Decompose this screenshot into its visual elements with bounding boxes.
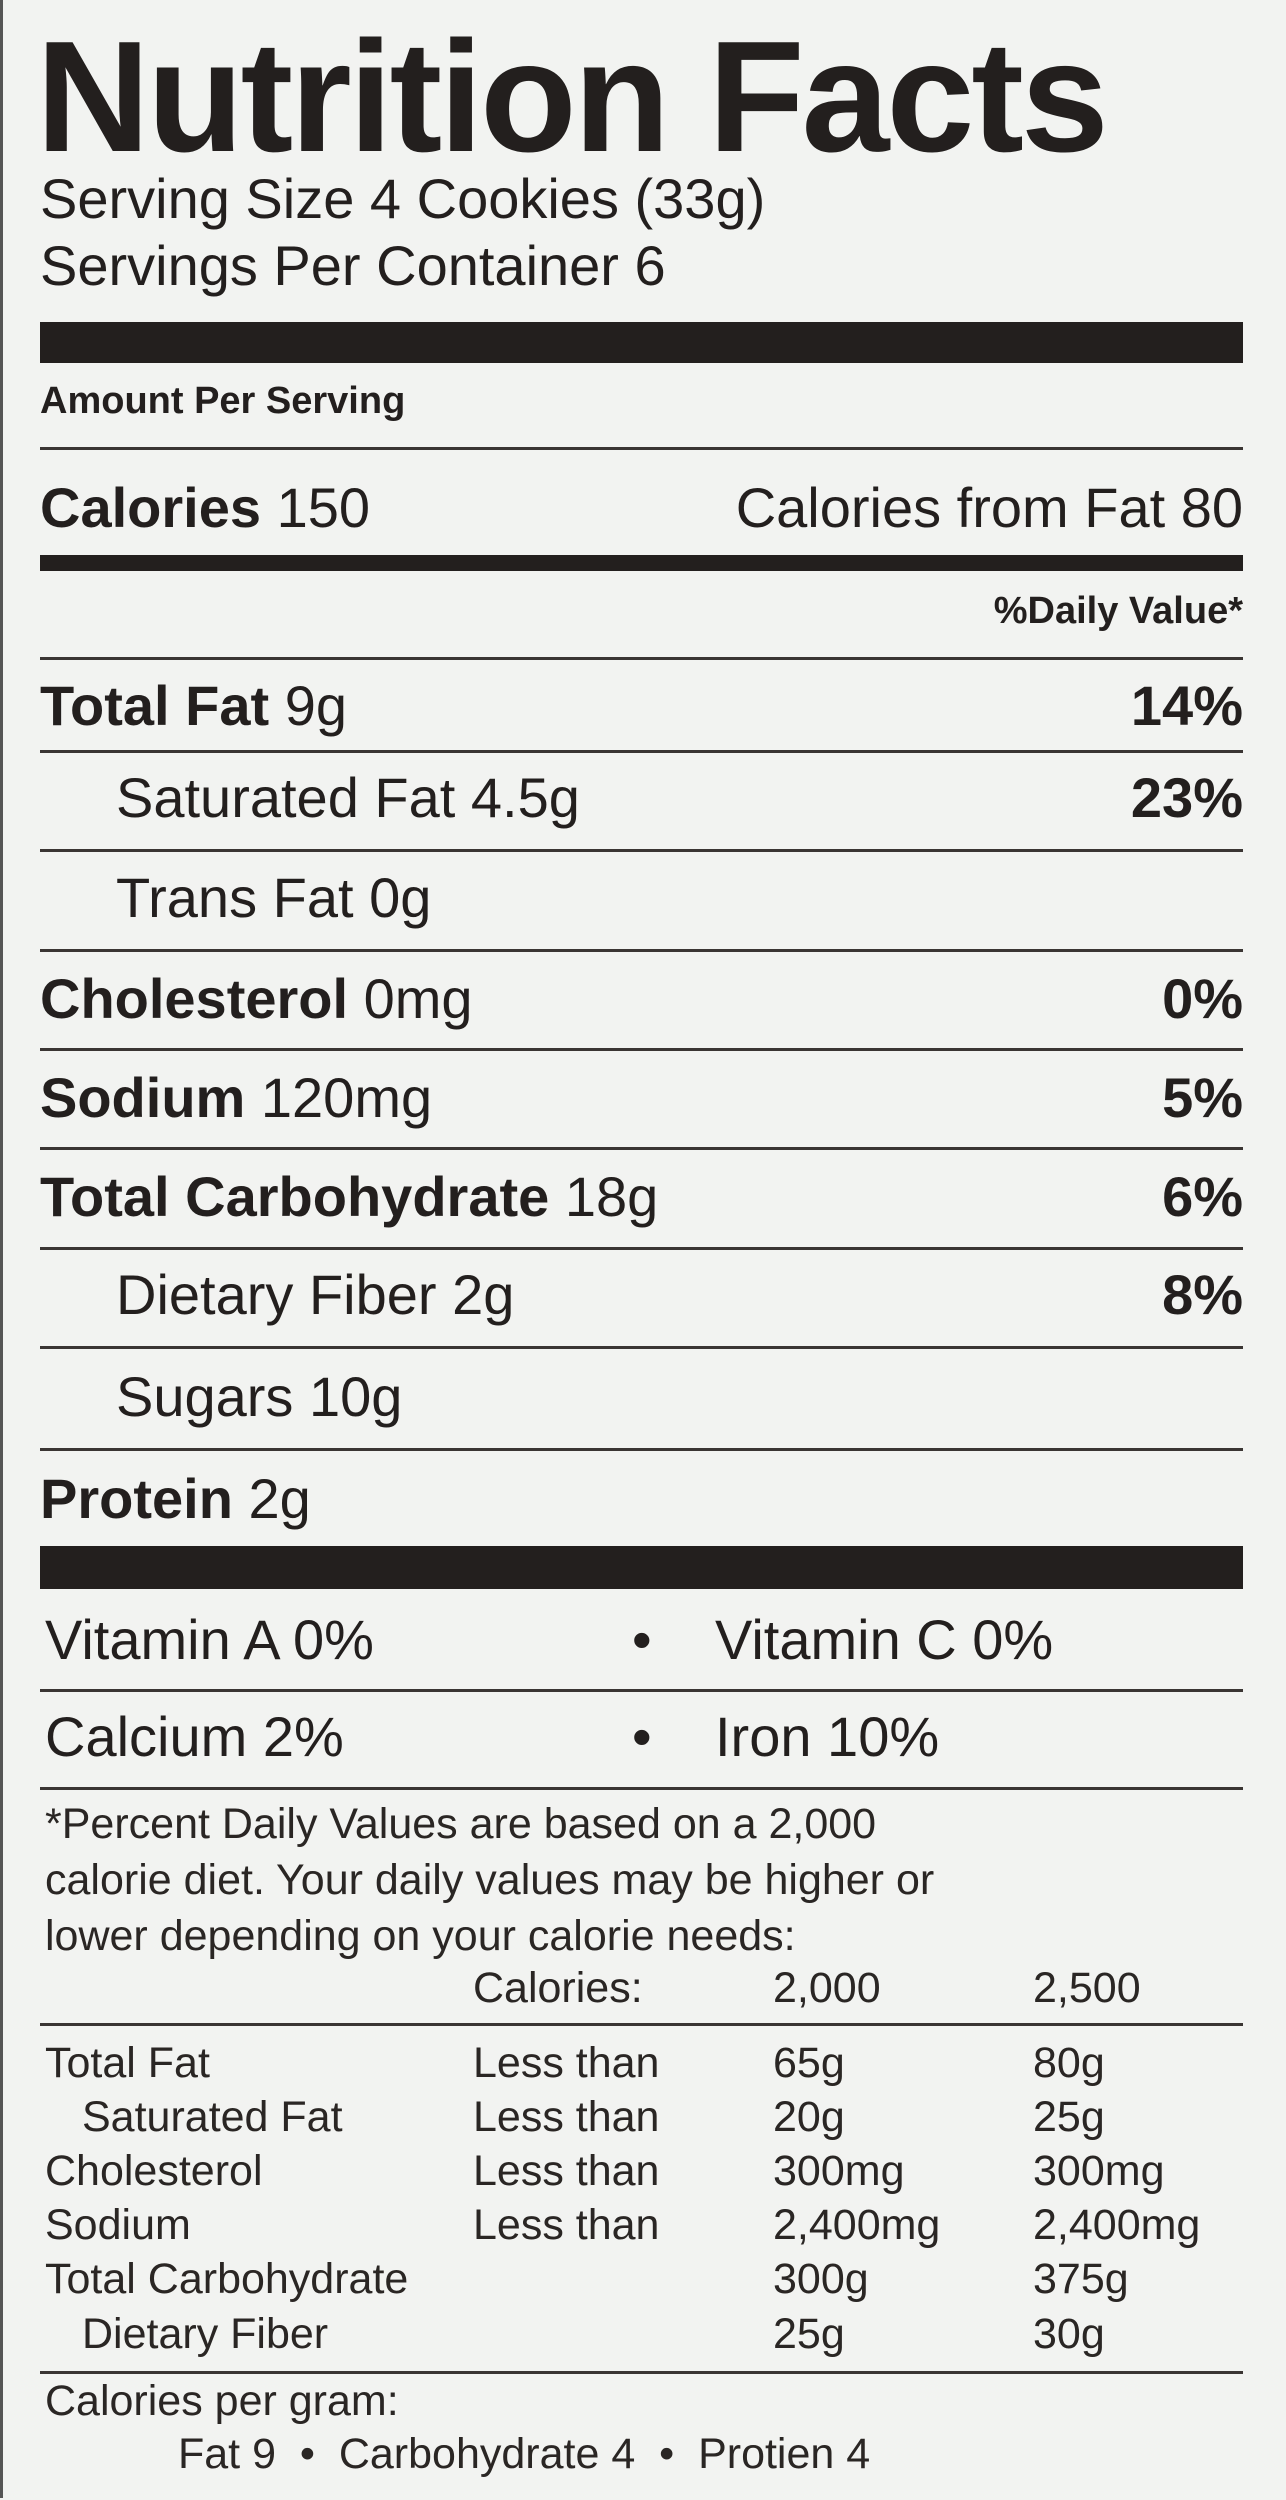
nutrient-amount: 2g <box>452 1262 515 1326</box>
calories-per-gram-label: Calories per gram: <box>45 2377 399 2425</box>
iron: Iron 10% <box>715 1705 940 1768</box>
vitamin-c: Vitamin C 0% <box>715 1608 1054 1671</box>
divider <box>40 2023 1243 2026</box>
nutrient-row-sugars: Sugars 10g <box>40 1364 1243 1428</box>
dv-table-header: 2,500 <box>1033 1964 1141 2012</box>
dv-table-header: Calories: <box>473 1964 643 2012</box>
nutrient-amount: 2g <box>248 1466 311 1530</box>
serving-size: Serving Size 4 Cookies (33g) <box>40 167 766 230</box>
nutrient-row-saturated-fat: Saturated Fat 4.5g 23% <box>40 765 1243 829</box>
amount-per-serving: Amount Per Serving <box>40 380 406 422</box>
dv-cell: 375g <box>1033 2255 1129 2303</box>
nutrient-label: Total Carbohydrate <box>40 1164 550 1228</box>
footnote-line: calorie diet. Your daily values may be h… <box>45 1856 935 1904</box>
nutrient-dv: 0% <box>1162 966 1243 1030</box>
vitamin-a: Vitamin A 0% <box>45 1608 374 1671</box>
dv-cell: Sodium <box>45 2201 191 2249</box>
nutrient-amount: 0mg <box>363 966 473 1030</box>
bullet: • <box>632 1705 652 1768</box>
daily-value-header: %Daily Value* <box>993 590 1243 632</box>
divider <box>40 949 1243 952</box>
footnote-line: lower depending on your calorie needs: <box>45 1912 796 1960</box>
divider <box>40 1048 1243 1051</box>
dv-cell: Total Fat <box>45 2039 210 2087</box>
nutrient-dv: 8% <box>1162 1262 1243 1326</box>
divider <box>40 750 1243 753</box>
nutrient-row-dietary-fiber: Dietary Fiber 2g 8% <box>40 1262 1243 1326</box>
dv-cell: 300mg <box>773 2147 905 2195</box>
nutrient-amount: 120mg <box>260 1065 433 1129</box>
calories-per-gram-values: Fat 9 • Carbohydrate 4 • Protien 4 <box>178 2430 871 2478</box>
dv-cell: 30g <box>1033 2310 1105 2358</box>
medium-divider <box>40 555 1243 571</box>
calories-value: 150 <box>276 475 370 539</box>
nutrient-label: Protein <box>40 1466 233 1530</box>
calories-from-fat: Calories from Fat 80 <box>735 475 1243 539</box>
thick-divider <box>40 1546 1243 1589</box>
nutrient-amount: 10g <box>309 1364 403 1428</box>
dv-cell: Less than <box>473 2201 660 2249</box>
nutrient-row-protein: Protein 2g <box>40 1466 1243 1530</box>
nutrient-dv: 14% <box>1130 673 1243 737</box>
dv-cell: Less than <box>473 2147 660 2195</box>
nutrient-dv: 5% <box>1162 1065 1243 1129</box>
nutrient-row-sodium: Sodium 120mg 5% <box>40 1065 1243 1129</box>
dv-table-header: 2,000 <box>773 1964 881 2012</box>
calories-row: Calories 150 Calories from Fat 80 <box>40 475 1243 539</box>
nutrient-label: Sodium <box>40 1065 246 1129</box>
dv-cell: 300g <box>773 2255 869 2303</box>
divider <box>40 849 1243 852</box>
nutrient-label: Sugars <box>116 1364 294 1428</box>
nutrient-label: Dietary Fiber <box>116 1262 437 1326</box>
footnote-line: *Percent Daily Values are based on a 2,0… <box>45 1800 877 1848</box>
nutrient-row-trans-fat: Trans Fat 0g <box>40 865 1243 929</box>
nutrient-amount: 0g <box>369 865 432 929</box>
calcium: Calcium 2% <box>45 1705 344 1768</box>
servings-per-container: Servings Per Container 6 <box>40 234 666 297</box>
divider <box>40 1247 1243 1250</box>
divider <box>40 2371 1243 2374</box>
dv-cell: 65g <box>773 2039 845 2087</box>
nutrient-dv: 23% <box>1130 765 1243 829</box>
nutrient-label: Saturated Fat <box>116 765 456 829</box>
dv-cell: Saturated Fat <box>82 2093 343 2141</box>
nutrient-label: Trans Fat <box>116 865 354 929</box>
dv-cell: 25g <box>773 2310 845 2358</box>
divider <box>40 1689 1243 1692</box>
nutrient-amount: 4.5g <box>470 765 580 829</box>
nutrient-amount: 9g <box>284 673 348 737</box>
nutrient-amount: 18g <box>564 1164 659 1228</box>
dv-cell: Cholesterol <box>45 2147 263 2195</box>
nutrient-label: Cholesterol <box>40 966 349 1030</box>
divider <box>40 447 1243 450</box>
dv-cell: Less than <box>473 2039 660 2087</box>
dv-cell: 20g <box>773 2093 845 2141</box>
divider <box>40 1787 1243 1790</box>
nutrient-label: Total Fat <box>40 673 270 737</box>
dv-cell: Total Carbohydrate <box>45 2255 409 2303</box>
nutrient-row-cholesterol: Cholesterol 0mg 0% <box>40 966 1243 1030</box>
nutrient-row-total-fat: Total Fat 9g 14% <box>40 673 1243 737</box>
dv-cell: Less than <box>473 2093 660 2141</box>
divider <box>40 1147 1243 1150</box>
dv-cell: Dietary Fiber <box>82 2310 329 2358</box>
label-title: Nutrition Facts <box>36 9 1109 185</box>
divider <box>40 657 1243 660</box>
dv-cell: 80g <box>1033 2039 1105 2087</box>
divider <box>40 1346 1243 1349</box>
dv-cell: 25g <box>1033 2093 1105 2141</box>
thick-divider <box>40 322 1243 363</box>
divider <box>40 1448 1243 1451</box>
dv-cell: 2,400mg <box>1033 2201 1201 2249</box>
dv-cell: 2,400mg <box>773 2201 941 2249</box>
nutrient-dv: 6% <box>1162 1164 1243 1228</box>
bullet: • <box>632 1608 652 1671</box>
dv-cell: 300mg <box>1033 2147 1165 2195</box>
calories-label: Calories <box>40 475 261 539</box>
nutrient-row-total-carbohydrate: Total Carbohydrate 18g 6% <box>40 1164 1243 1228</box>
